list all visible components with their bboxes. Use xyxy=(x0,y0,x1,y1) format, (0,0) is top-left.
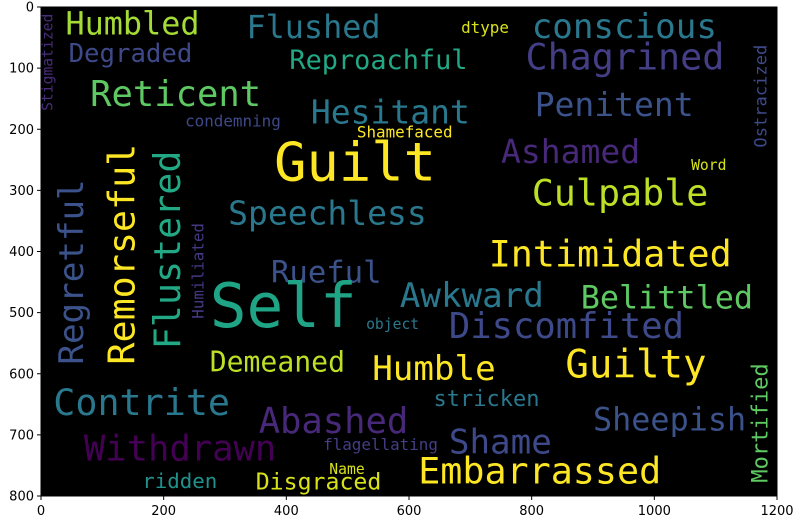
word-abashed: Abashed xyxy=(259,401,409,442)
word-conscious: conscious xyxy=(532,7,717,47)
word-layer: Humbled Flushed dtype conscious Degraded Repr… xyxy=(40,6,774,496)
word-object: object xyxy=(366,316,419,333)
word-penitent: Penitent xyxy=(535,85,694,124)
word-reproachful: Reproachful xyxy=(289,45,467,76)
y-tick-label: 0 xyxy=(26,1,34,16)
word-flustered: Flustered xyxy=(146,151,189,350)
word-regretful: Regretful xyxy=(52,179,92,364)
word-humbled: Humbled xyxy=(66,6,200,43)
x-tick-label: 0 xyxy=(37,504,45,519)
x-tick-label: 400 xyxy=(274,504,299,519)
word-name: Name xyxy=(329,461,364,478)
word-ashamed: Ashamed xyxy=(501,132,640,171)
x-tick-label: 1000 xyxy=(638,504,671,519)
word-rueful: Rueful xyxy=(271,255,382,290)
y-tick-label: 200 xyxy=(9,123,34,138)
word-chagrined: Chagrined xyxy=(526,36,725,79)
word-self: Self xyxy=(210,271,357,342)
word-degraded: Degraded xyxy=(69,39,193,69)
word-culpable: Culpable xyxy=(532,171,709,214)
y-tick-label: 400 xyxy=(9,245,34,260)
word-embarrassed: Embarrassed xyxy=(418,450,661,493)
word-discomfited: Discomfited xyxy=(449,306,684,347)
word-hesitant: Hesitant xyxy=(311,92,470,131)
word-stricken: stricken xyxy=(434,387,540,412)
word-remorseful: Remorseful xyxy=(100,144,143,365)
word-flushed: Flushed xyxy=(247,9,381,46)
x-axis: 0 200 400 600 800 1000 1200 xyxy=(37,496,794,519)
word-reticent: Reticent xyxy=(90,74,261,115)
word-withdrawn: Withdrawn xyxy=(84,428,276,469)
word-mortified: Mortified xyxy=(749,363,774,482)
word-speechless: Speechless xyxy=(228,193,427,232)
word-awkward: Awkward xyxy=(400,276,544,316)
word-guilt: Guilt xyxy=(274,130,436,193)
word-shame: Shame xyxy=(449,423,552,463)
plot-background xyxy=(41,7,777,496)
word-humble: Humble xyxy=(372,349,496,389)
word-demeaned: Demeaned xyxy=(210,345,345,378)
y-tick-label: 600 xyxy=(9,367,34,382)
word-dtype: dtype xyxy=(461,18,509,37)
y-tick-label: 300 xyxy=(9,184,34,199)
word-belittled: Belittled xyxy=(581,279,753,316)
y-axis: 0 100 200 300 400 500 600 700 800 xyxy=(9,1,41,505)
y-tick-label: 500 xyxy=(9,306,34,321)
word-sheepish: Sheepish xyxy=(593,402,746,439)
word-word: Word xyxy=(691,157,726,174)
y-tick-label: 800 xyxy=(9,490,34,505)
y-tick-label: 100 xyxy=(9,62,34,77)
x-tick-label: 1200 xyxy=(760,504,793,519)
word-condemning: condemning xyxy=(185,112,281,131)
word-intimidated: Intimidated xyxy=(489,233,732,276)
word-ostracized: Ostracized xyxy=(751,45,771,148)
word-stigmatized: Stigmatized xyxy=(40,14,57,111)
x-tick-label: 600 xyxy=(397,504,422,519)
word-ridden: ridden xyxy=(142,469,217,493)
word-shamefaced: Shamefaced xyxy=(357,123,453,142)
word-flagellating: flagellating xyxy=(323,435,438,454)
y-tick-label: 700 xyxy=(9,428,34,443)
word-disgraced: Disgraced xyxy=(256,469,382,496)
x-tick-label: 200 xyxy=(151,504,176,519)
word-humiliated: Humiliated xyxy=(188,223,207,319)
word-guilty: Guilty xyxy=(565,342,706,387)
x-tick-label: 800 xyxy=(519,504,544,519)
word-contrite: Contrite xyxy=(53,381,230,424)
